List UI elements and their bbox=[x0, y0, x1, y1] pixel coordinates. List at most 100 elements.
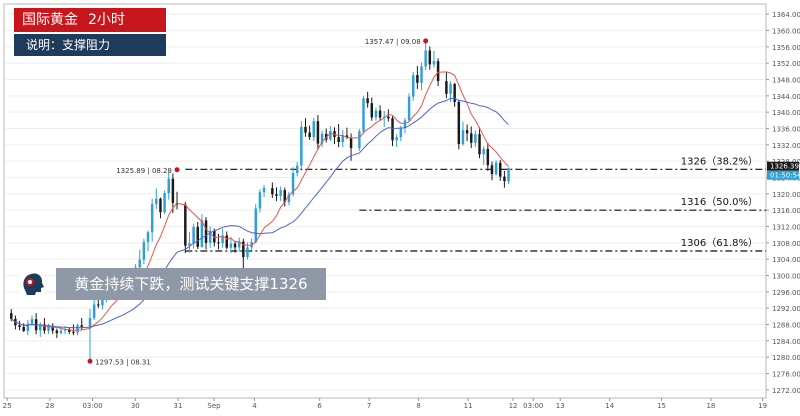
y-tick-label: 1276.00 bbox=[772, 371, 800, 379]
y-tick-label: 1360.00 bbox=[772, 28, 800, 36]
candle-body bbox=[47, 326, 50, 331]
extreme-label: 1325.89 | 08.29 bbox=[116, 167, 172, 175]
level-label: 1306（61.8%） bbox=[681, 237, 758, 249]
x-tick-label: 6 bbox=[317, 402, 322, 410]
x-tick-label: 18 bbox=[706, 402, 715, 410]
y-tick-label: 1340.00 bbox=[772, 109, 800, 117]
candle-body bbox=[225, 235, 228, 248]
candle-body bbox=[171, 178, 175, 203]
candle-body bbox=[387, 116, 390, 119]
x-tick-label: 03:00 bbox=[523, 402, 543, 410]
candle-body bbox=[474, 134, 477, 143]
candle-body bbox=[312, 121, 316, 138]
candle-body bbox=[428, 50, 432, 65]
candle-body bbox=[30, 319, 34, 324]
candle-body bbox=[246, 247, 249, 258]
moving-averages bbox=[10, 71, 509, 332]
candle-body bbox=[271, 188, 274, 195]
candle-body bbox=[242, 241, 245, 258]
candle-body bbox=[279, 190, 282, 196]
candle-body bbox=[39, 324, 42, 331]
y-tick-label: 1316.00 bbox=[772, 207, 800, 215]
candle-body bbox=[308, 132, 311, 138]
candle-body bbox=[97, 304, 100, 306]
candle-body bbox=[254, 208, 257, 243]
y-tick-label: 1352.00 bbox=[772, 60, 800, 68]
y-tick-label: 1304.00 bbox=[772, 256, 800, 264]
candle-body bbox=[300, 126, 303, 166]
candle-body bbox=[59, 330, 63, 334]
x-tick-label: 4 bbox=[252, 402, 257, 410]
candle-body bbox=[10, 313, 13, 319]
candle-body bbox=[349, 137, 353, 149]
candle-body bbox=[208, 230, 212, 243]
extreme-marker bbox=[174, 167, 180, 173]
x-tick-label: 25 bbox=[3, 402, 12, 410]
candle-body bbox=[55, 330, 59, 334]
level-label: 1326（38.2%） bbox=[681, 155, 758, 167]
candle-body bbox=[262, 188, 266, 193]
candle-body bbox=[382, 116, 386, 118]
candle-body bbox=[184, 204, 187, 246]
moving-average-line bbox=[10, 71, 509, 332]
x-tick-label: 30 bbox=[131, 402, 140, 410]
moving-average-line bbox=[10, 97, 509, 329]
candle-body bbox=[324, 133, 328, 140]
countdown-label: 01:50:54 bbox=[770, 172, 800, 180]
level-label: 1316（50.0%） bbox=[681, 196, 758, 208]
candle-body bbox=[233, 243, 237, 248]
candle-body bbox=[88, 317, 92, 327]
candle-body bbox=[494, 162, 498, 175]
x-tick-label: 13 bbox=[556, 402, 565, 410]
timeframe-label: 2小时 bbox=[88, 12, 125, 28]
candle-body bbox=[237, 241, 241, 248]
candle-body bbox=[142, 242, 146, 260]
support-levels: 1326（38.2%） 1316（50.0%） 1306（61.8%） bbox=[185, 155, 766, 252]
x-tick-label: 14 bbox=[605, 402, 614, 410]
candle-body bbox=[403, 120, 407, 128]
y-tick-label: 1356.00 bbox=[772, 44, 800, 52]
extreme-marker bbox=[423, 38, 429, 44]
candle-body bbox=[26, 323, 30, 332]
candle-body bbox=[163, 193, 166, 213]
x-tick-label: 19 bbox=[758, 402, 767, 410]
y-tick-label: 1320.00 bbox=[772, 191, 800, 199]
y-tick-label: 1344.00 bbox=[772, 93, 800, 101]
candle-body bbox=[345, 135, 349, 138]
candle-body bbox=[420, 66, 423, 83]
candle-body bbox=[362, 98, 365, 132]
candle-body bbox=[337, 137, 340, 142]
candle-body bbox=[316, 121, 320, 144]
candle-body bbox=[407, 96, 411, 121]
countdown-tag bbox=[767, 170, 799, 180]
grid bbox=[6, 13, 766, 391]
candle-body bbox=[399, 127, 403, 138]
candles bbox=[10, 40, 510, 362]
candle-body bbox=[192, 226, 195, 244]
chart-subtitle: 说明：支撑阻力 bbox=[14, 34, 166, 56]
x-tick-label: 31 bbox=[174, 402, 183, 410]
candle-body bbox=[229, 243, 233, 248]
brain-profile-icon bbox=[17, 269, 47, 299]
candle-body bbox=[499, 162, 502, 177]
candle-body bbox=[465, 130, 469, 134]
annotations: 1325.89 | 08.29 1357.47 | 09.08 1297.53 | … bbox=[87, 38, 429, 366]
candle-body bbox=[411, 75, 415, 97]
candle-body bbox=[291, 173, 295, 195]
candle-body bbox=[482, 148, 485, 155]
candle-body bbox=[320, 133, 324, 144]
y-tick-label: 1292.00 bbox=[772, 305, 800, 313]
x-tick-label: 12 bbox=[509, 402, 518, 410]
candle-body bbox=[204, 220, 208, 243]
candle-body bbox=[391, 118, 394, 141]
candle-body bbox=[22, 326, 25, 332]
candle-body bbox=[424, 50, 427, 67]
candle-body bbox=[490, 165, 494, 175]
candle-body bbox=[155, 198, 158, 205]
candle-body bbox=[68, 328, 71, 332]
extreme-label: 1357.47 | 09.08 bbox=[365, 38, 421, 46]
x-tick-label: 15 bbox=[657, 402, 666, 410]
candle-body bbox=[221, 235, 224, 244]
